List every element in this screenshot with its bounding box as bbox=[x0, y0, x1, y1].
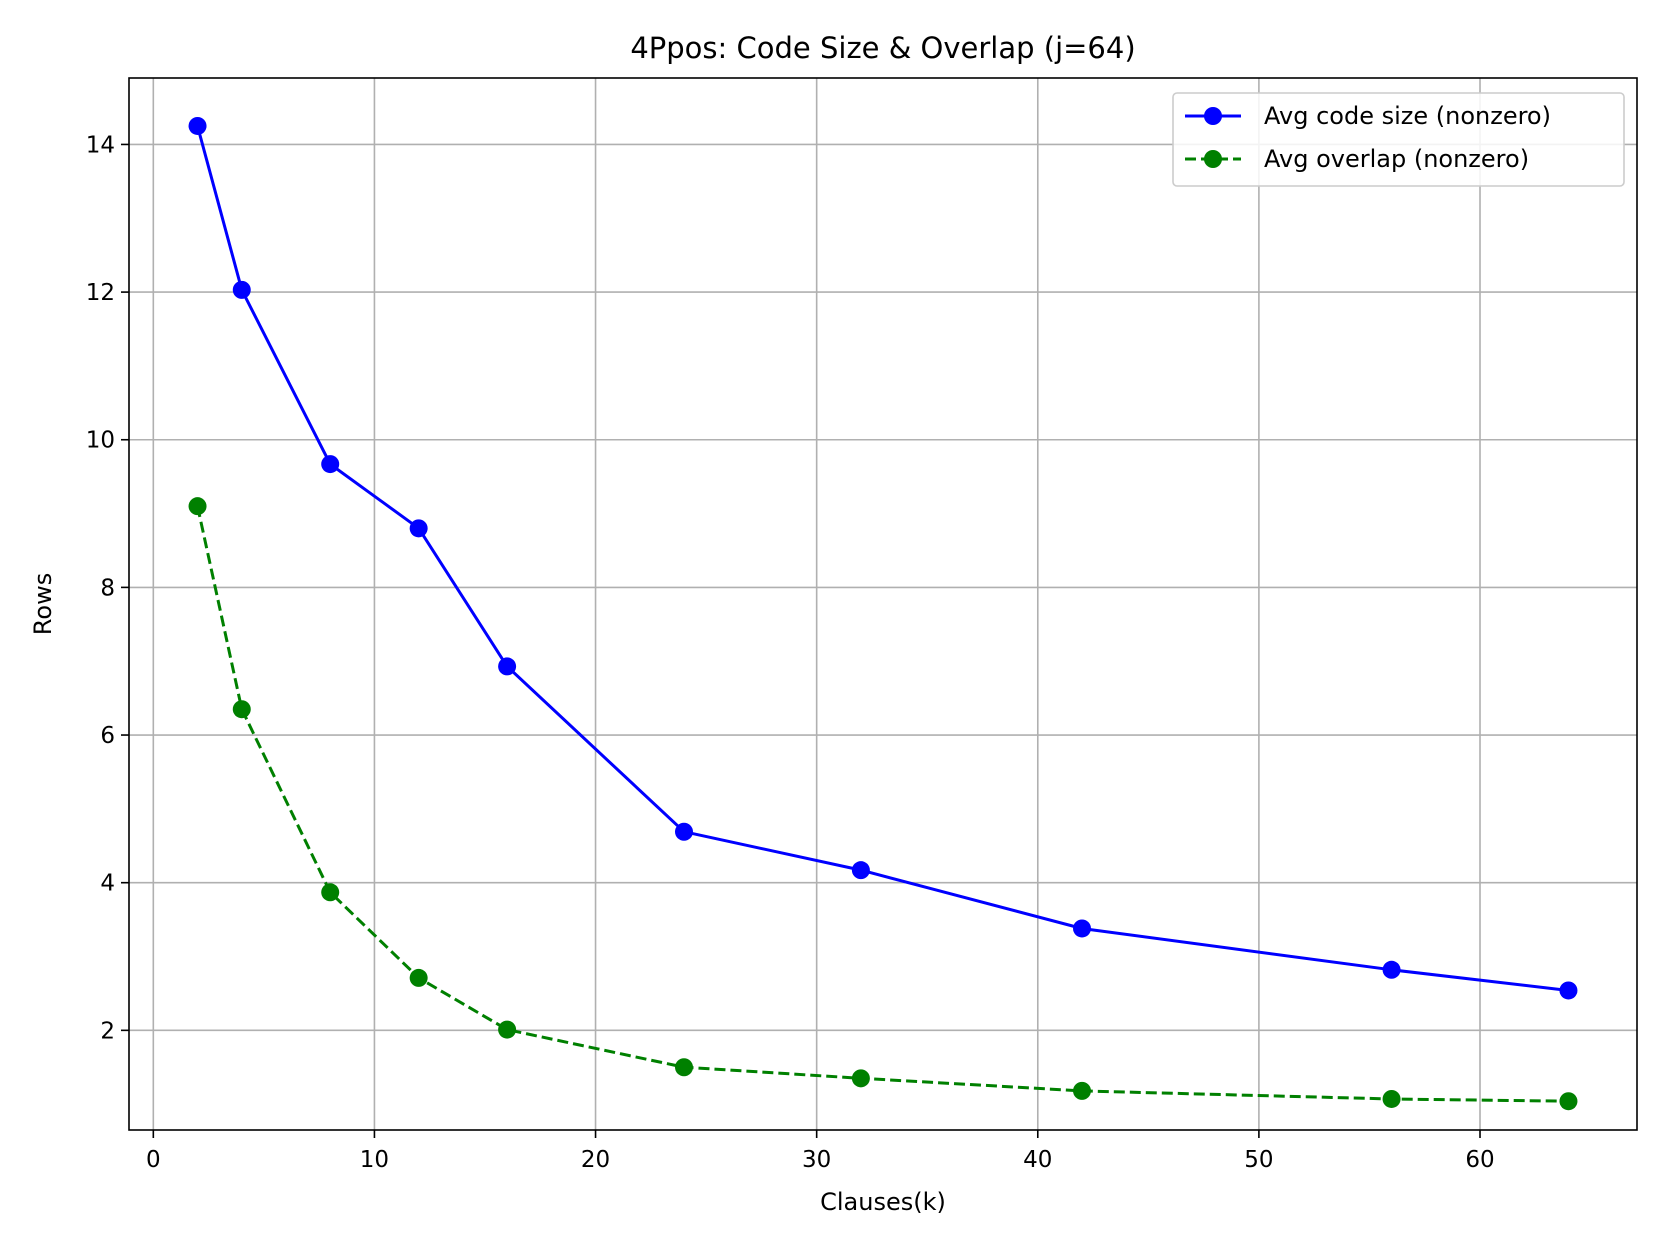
data-point bbox=[1073, 1081, 1092, 1100]
legend: Avg code size (nonzero) Avg overlap (nonz… bbox=[1172, 92, 1625, 187]
x-axis-label: Clauses(k) bbox=[820, 1188, 946, 1216]
x-tick-label: 50 bbox=[1244, 1147, 1273, 1173]
series-2 bbox=[188, 497, 1578, 1111]
data-point bbox=[232, 280, 251, 299]
series-1 bbox=[188, 116, 1578, 1000]
x-tick-label: 0 bbox=[146, 1147, 161, 1173]
x-tick-label: 30 bbox=[802, 1147, 831, 1173]
plot-frame bbox=[128, 77, 1638, 1131]
legend-marker bbox=[1204, 150, 1222, 168]
data-point bbox=[851, 861, 870, 880]
y-tick-label: 8 bbox=[100, 575, 115, 601]
y-axis-label: Rows bbox=[29, 573, 57, 635]
legend-label: Avg code size (nonzero) bbox=[1264, 102, 1551, 130]
y-tick-label: 6 bbox=[100, 723, 115, 749]
x-tick-label: 20 bbox=[581, 1147, 610, 1173]
y-tick-label: 14 bbox=[86, 132, 115, 158]
data-point bbox=[851, 1069, 870, 1088]
data-point bbox=[188, 497, 207, 516]
data-point bbox=[232, 700, 251, 719]
data-point bbox=[498, 657, 517, 676]
data-point bbox=[1073, 919, 1092, 938]
data-point bbox=[498, 1020, 517, 1039]
x-tick-label: 40 bbox=[1023, 1147, 1052, 1173]
data-point bbox=[1559, 981, 1578, 1000]
data-point bbox=[409, 968, 428, 987]
legend-item: Avg code size (nonzero) bbox=[1185, 102, 1551, 130]
series-layer bbox=[188, 116, 1578, 1111]
series-line bbox=[196, 505, 1569, 1103]
y-tick-label: 12 bbox=[86, 280, 115, 306]
y-tick-label: 4 bbox=[100, 871, 115, 897]
legend-label: Avg overlap (nonzero) bbox=[1264, 145, 1529, 173]
data-point bbox=[674, 1058, 693, 1077]
data-point bbox=[1382, 1089, 1401, 1108]
y-tick-label: 2 bbox=[100, 1018, 115, 1044]
x-tick-label: 60 bbox=[1465, 1147, 1494, 1173]
data-point bbox=[674, 822, 693, 841]
data-point bbox=[188, 116, 207, 135]
data-point bbox=[321, 883, 340, 902]
data-point bbox=[1559, 1092, 1578, 1111]
data-point bbox=[321, 455, 340, 474]
legend-item: Avg overlap (nonzero) bbox=[1185, 145, 1529, 173]
data-point bbox=[409, 519, 428, 538]
data-point bbox=[1382, 960, 1401, 979]
y-tick-label: 10 bbox=[86, 428, 115, 454]
x-tick-label: 10 bbox=[360, 1147, 389, 1173]
legend-marker bbox=[1204, 107, 1222, 125]
x-axis-ticks: 0 10 20 30 40 50 60 bbox=[146, 1130, 1495, 1173]
y-axis-ticks: 2 4 6 8 10 12 14 bbox=[86, 132, 129, 1044]
chart-title: 4Ppos: Code Size & Overlap (j=64) bbox=[630, 31, 1135, 65]
legend-box bbox=[1172, 92, 1625, 187]
series-line bbox=[196, 125, 1569, 992]
